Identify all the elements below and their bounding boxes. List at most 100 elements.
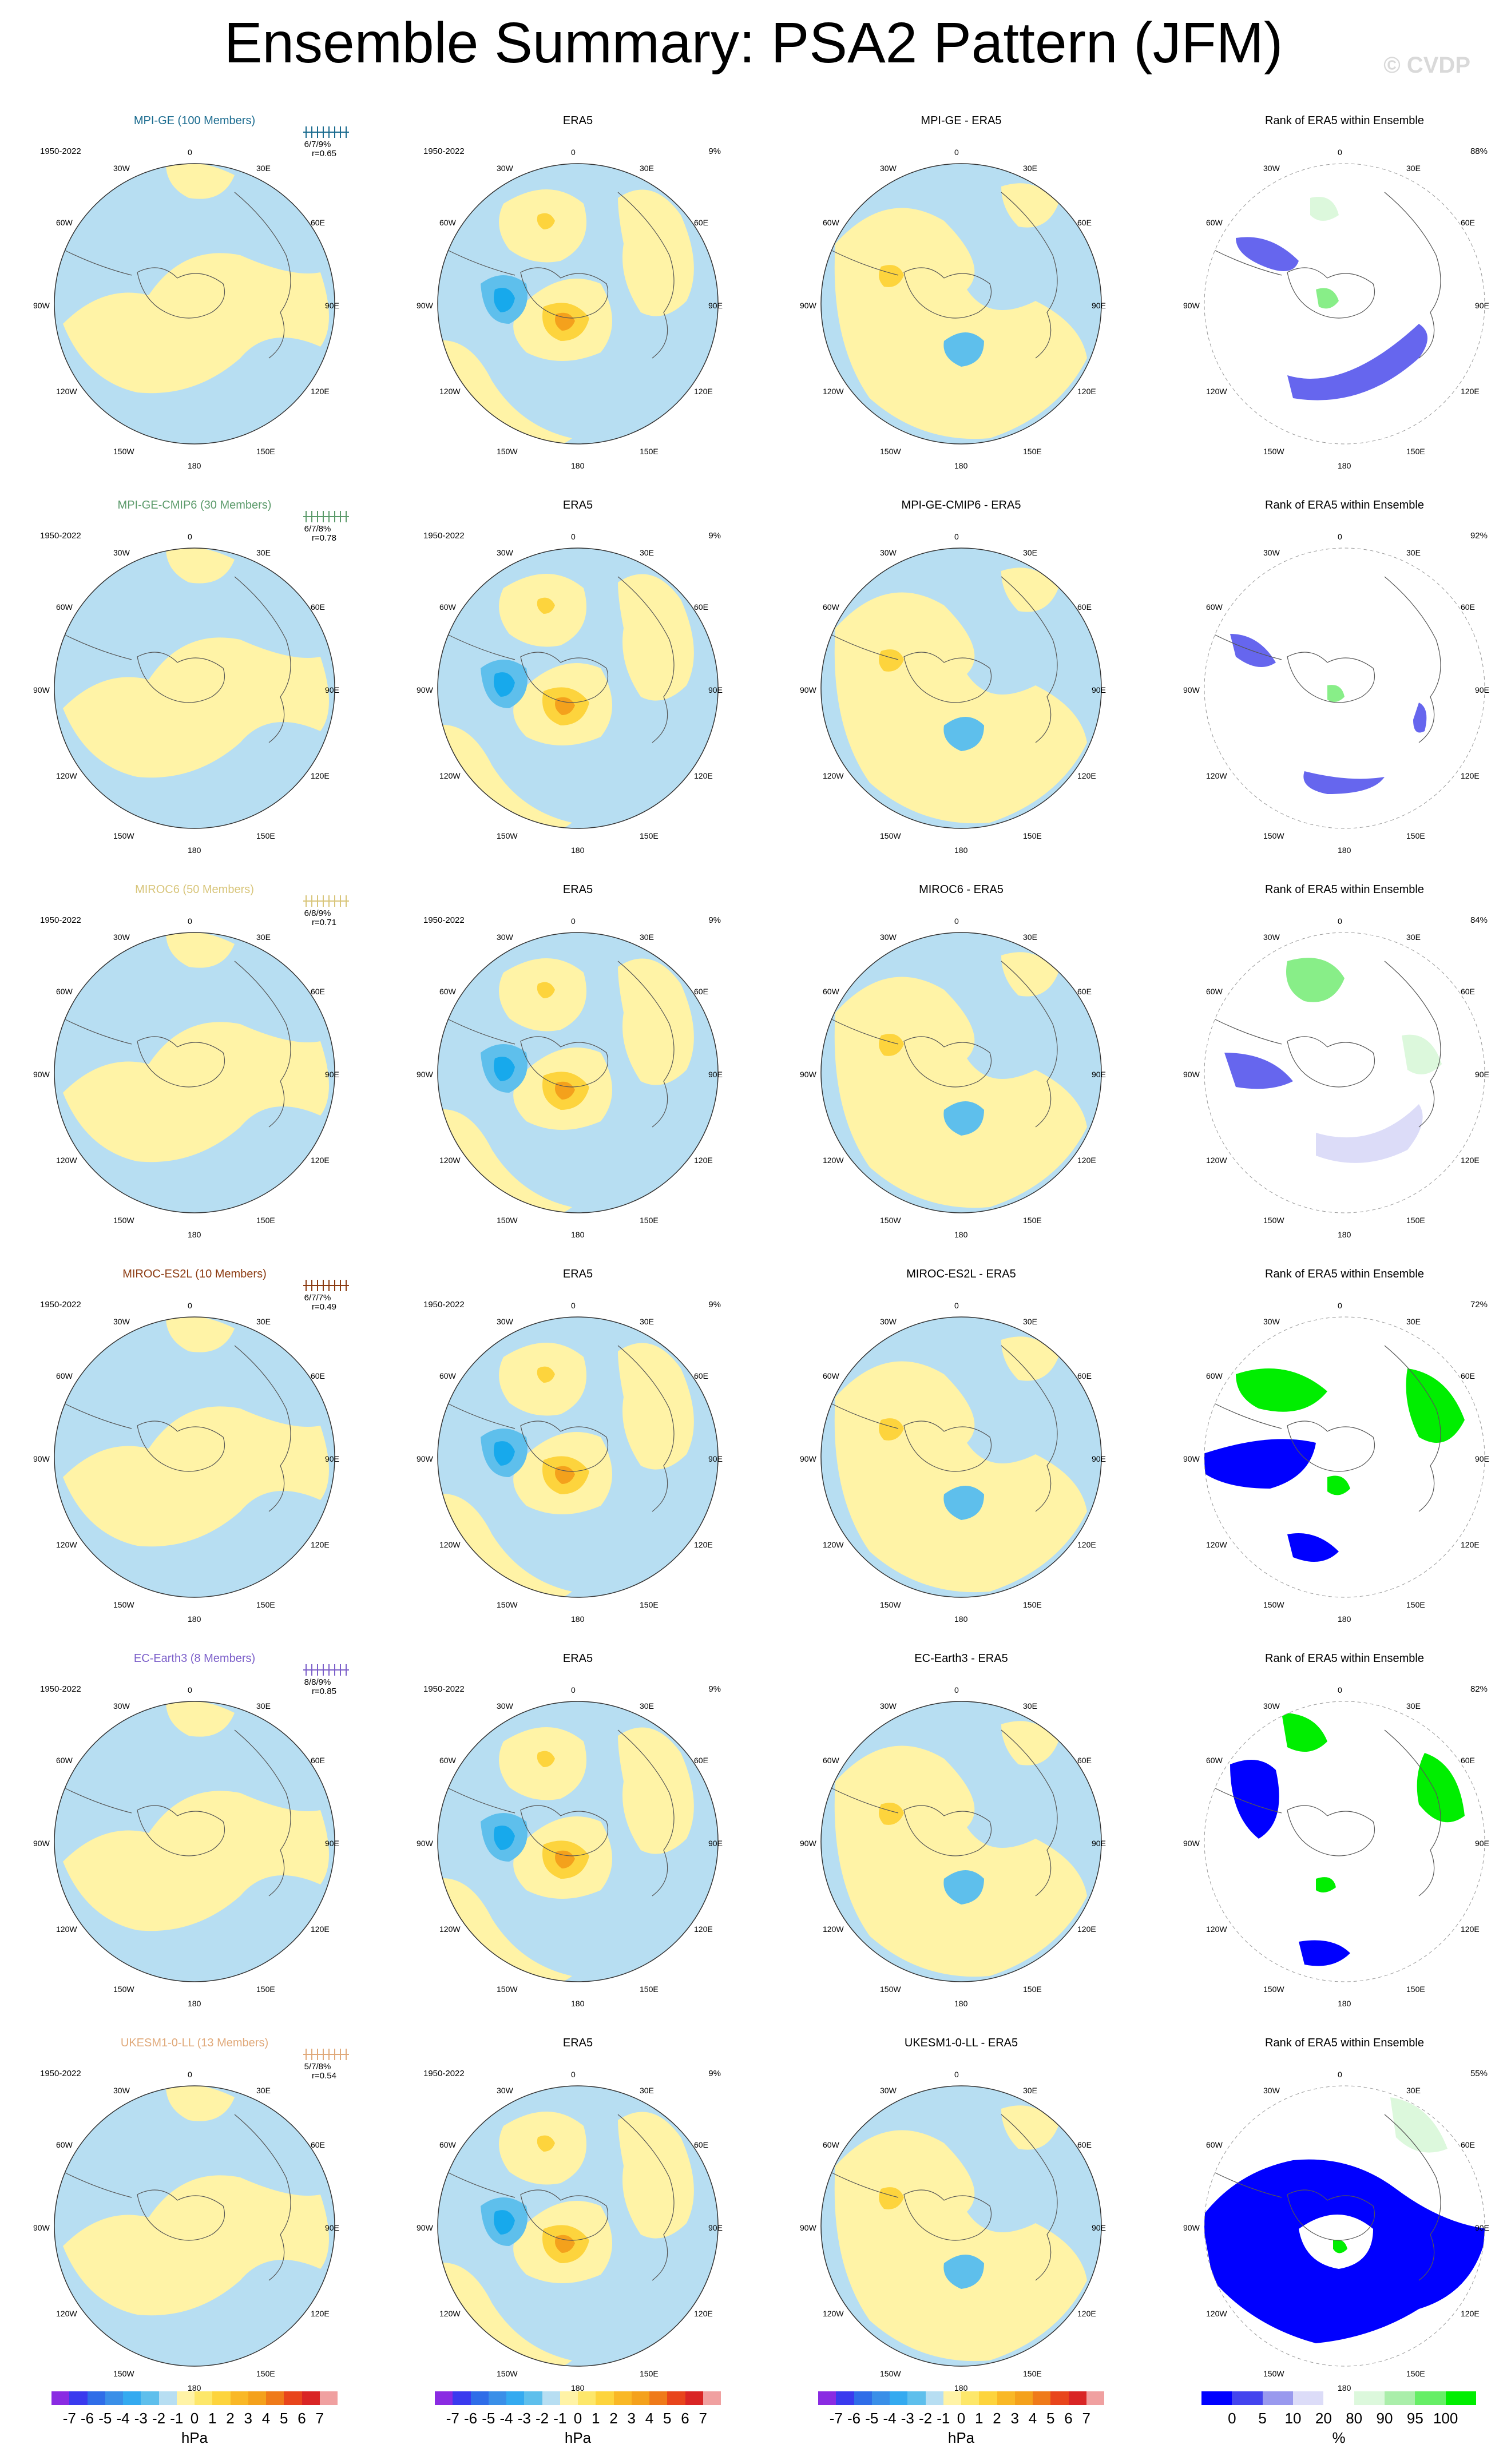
map-boundary [437,1701,719,1982]
lon-label-l1: 60W [439,218,456,227]
contour-region [879,265,904,287]
lon-label-l1: 60W [439,2140,456,2149]
contour-region [537,982,555,998]
contour-region [1001,1336,1058,1381]
lon-label-l3: 120W [439,2309,461,2318]
colorbar-cell [943,2391,961,2405]
colorbar-cell [69,2391,88,2405]
lon-label-br: 150E [640,2369,659,2378]
lon-label-br: 150E [1406,1216,1425,1225]
pattern-correlation: r=0.49 [312,1302,336,1312]
lon-label-tr: 30E [1406,1701,1421,1711]
colorbar-tick: -7 [829,2410,843,2427]
lon-label-top: 0 [188,916,192,926]
map-boundary [1204,2085,1485,2367]
lon-label-l2: 90W [417,1839,433,1848]
lon-label-l1: 60W [439,602,456,612]
diff-title: MIROC-ES2L - ERA5 [906,1268,1016,1280]
panel-rank-4: Rank of ERA5 within Ensemble 82% 0 30W 30E 60… [1161,1652,1507,2030]
lon-label-r2: 90E [325,2223,339,2232]
diff-title: EC-Earth3 - ERA5 [914,1652,1008,1665]
coastline [1212,961,1441,1128]
contour-region [63,1791,329,1931]
lon-label-l3: 120W [1206,2309,1227,2318]
colorbar-cell [1050,2391,1069,2405]
rank-region [1286,958,1345,1002]
variance-pct: 9% [708,1684,721,1694]
lon-label-tl: 30W [1263,1701,1280,1711]
rank-region [1236,1368,1327,1412]
lon-label-r2: 90E [325,1070,339,1079]
era5-title: ERA5 [562,1652,593,1665]
rank-region [1417,1753,1465,1823]
map-boundary [54,163,335,445]
lon-label-br: 150E [1023,1216,1042,1225]
lon-label-r2: 90E [708,685,723,695]
lon-label-br: 150E [256,2369,275,2378]
colorbar-cell [854,2391,872,2405]
lon-label-l1: 60W [823,2140,839,2149]
map-boundary [437,2085,719,2367]
panel-era5-1: ERA5 1950-2022 9% 0 30W 30E 60W 60E 90W 90E 120W 12… [395,499,761,876]
lon-label-r1: 60E [1461,1371,1475,1380]
coastline [62,1345,291,1512]
lon-label-top: 0 [571,916,576,926]
lon-label-r3: 120E [1077,1540,1096,1549]
lon-label-tr: 30E [640,933,654,942]
map-boundary [437,1316,719,1598]
lon-label-bottom: 180 [1338,2383,1351,2392]
colorbar-tick: -7 [62,2410,76,2427]
lon-label-bl: 150W [113,831,134,840]
lon-label-r3: 120E [1077,771,1096,780]
contour-region [537,1366,555,1383]
lon-label-r3: 120E [311,771,330,780]
lon-label-bl: 150W [880,831,901,840]
variance-pct: 9% [708,1300,721,1310]
lon-label-l3: 120W [439,1540,461,1549]
colorbar-tick: -3 [517,2410,531,2427]
lon-label-r3: 120E [1461,1156,1480,1165]
contour-region [537,597,555,614]
colorbar-cell [51,2391,70,2405]
lon-label-bl: 150W [497,831,518,840]
map-era5-2: 0 30W 30E 60W 60E 90W 90E 120W 120E 150W 150E 180 [417,916,723,1239]
lon-label-r1: 60E [311,602,325,612]
rank-region [1303,771,1385,794]
lon-label-top: 0 [188,148,192,157]
coastline [62,576,291,743]
lon-label-r1: 60E [1077,602,1092,612]
colorbar-tick: 0 [190,2410,199,2427]
period-label: 1950-2022 [40,531,81,541]
spread-whisker [298,894,355,908]
map-boundary [1204,1701,1485,1982]
lon-label-top: 0 [571,532,576,541]
lon-label-tr: 30E [1023,933,1037,942]
lon-label-tr: 30E [256,933,271,942]
coastline [446,2114,675,2281]
lon-label-bl: 150W [113,2369,134,2378]
lon-label-bottom: 180 [954,1230,968,1239]
colorbar-tick: 7 [699,2410,707,2427]
contour-region [943,1870,984,1904]
map-rank-4: 0 30W 30E 60W 60E 90W 90E 120W 120E 150W 150E 180 [1183,1685,1489,2008]
map-model-2: 0 30W 30E 60W 60E 90W 90E 120W 120E 150W 150E 180 [33,916,339,1239]
lon-label-r3: 120E [311,1156,330,1165]
lon-label-top: 0 [1338,2070,1342,2079]
lon-label-bl: 150W [880,1216,901,1225]
lon-label-tr: 30E [1023,548,1037,557]
contour-region [879,2187,904,2209]
lon-label-tl: 30W [113,2086,130,2095]
lon-label-r1: 60E [311,2140,325,2149]
lon-label-tl: 30W [497,2086,513,2095]
panel-rank-0: Rank of ERA5 within Ensemble 88% 0 30W 30E 60… [1161,114,1507,492]
lon-label-bottom: 180 [571,1230,585,1239]
lon-label-br: 150E [640,1216,659,1225]
period-label: 1950-2022 [423,1684,465,1694]
contour-region [834,2130,1087,2362]
lon-label-top: 0 [1338,1301,1342,1310]
lon-label-tr: 30E [640,1701,654,1711]
lon-label-l1: 60W [823,218,839,227]
contour-region [554,1850,575,1868]
lon-label-r1: 60E [1077,2140,1092,2149]
lon-label-bottom: 180 [571,461,585,470]
